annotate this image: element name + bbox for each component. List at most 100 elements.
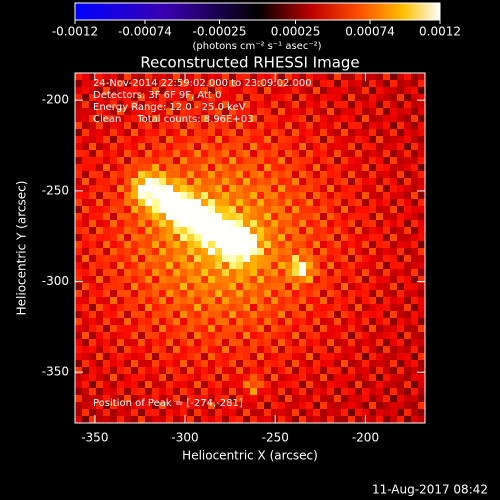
image-pixel [383, 381, 391, 389]
image-pixel [243, 283, 251, 291]
image-pixel [390, 94, 398, 102]
image-pixel [194, 241, 202, 249]
image-pixel [152, 388, 160, 396]
image-pixel [124, 367, 132, 375]
image-pixel [110, 227, 118, 235]
image-pixel [411, 395, 419, 403]
image-pixel [306, 234, 314, 242]
image-pixel [117, 290, 125, 298]
image-pixel [404, 248, 412, 256]
image-pixel [75, 325, 83, 333]
image-pixel [194, 304, 202, 312]
image-pixel [75, 241, 83, 249]
image-pixel [173, 248, 181, 256]
image-pixel [348, 164, 356, 172]
image-pixel [152, 416, 160, 424]
image-pixel [222, 171, 230, 179]
image-pixel [110, 129, 118, 137]
image-pixel [313, 101, 321, 109]
image-pixel [215, 311, 223, 319]
image-pixel [306, 213, 314, 221]
image-pixel [215, 129, 223, 137]
image-pixel [285, 213, 293, 221]
image-pixel [285, 269, 293, 277]
image-pixel [285, 192, 293, 200]
image-pixel [243, 339, 251, 347]
image-pixel [110, 206, 118, 214]
image-pixel [383, 339, 391, 347]
image-pixel [404, 178, 412, 186]
image-pixel [257, 234, 265, 242]
image-pixel [404, 283, 412, 291]
image-pixel [103, 339, 111, 347]
image-pixel [236, 101, 244, 109]
image-pixel [320, 164, 328, 172]
image-pixel [124, 332, 132, 340]
peak-label: Position of Peak = [-274,-281] [93, 398, 243, 409]
image-pixel [341, 199, 349, 207]
image-pixel [383, 325, 391, 333]
image-pixel [110, 178, 118, 186]
image-pixel [362, 101, 370, 109]
image-pixel [145, 220, 153, 228]
image-pixel [215, 395, 223, 403]
image-pixel [173, 234, 181, 242]
image-pixel [166, 199, 174, 207]
image-pixel [369, 395, 377, 403]
image-pixel [334, 171, 342, 179]
image-pixel [390, 304, 398, 312]
image-pixel [341, 325, 349, 333]
image-pixel [348, 262, 356, 270]
image-pixel [278, 234, 286, 242]
image-pixel [152, 346, 160, 354]
image-pixel [334, 297, 342, 305]
image-pixel [96, 339, 104, 347]
image-pixel [124, 129, 132, 137]
image-pixel [348, 73, 356, 81]
image-pixel [194, 269, 202, 277]
image-pixel [208, 101, 216, 109]
image-pixel [404, 255, 412, 263]
image-pixel [299, 395, 307, 403]
image-pixel [257, 262, 265, 270]
image-pixel [243, 80, 251, 88]
image-pixel [250, 339, 258, 347]
image-pixel [236, 248, 244, 256]
image-pixel [376, 192, 384, 200]
image-pixel [180, 255, 188, 263]
image-pixel [299, 213, 307, 221]
image-pixel [404, 360, 412, 368]
image-pixel [390, 395, 398, 403]
image-pixel [348, 283, 356, 291]
image-pixel [117, 143, 125, 151]
image-pixel [292, 157, 300, 165]
annotation: Detectors: 3F 6F 9F, Att 0 [93, 90, 221, 101]
image-pixel [75, 262, 83, 270]
image-pixel [166, 164, 174, 172]
image-pixel [271, 318, 279, 326]
image-pixel [243, 269, 251, 277]
image-pixel [173, 255, 181, 263]
x-tick-label: -250 [262, 431, 289, 445]
image-pixel [257, 409, 265, 417]
image-pixel [145, 248, 153, 256]
image-pixel [278, 241, 286, 249]
image-pixel [89, 192, 97, 200]
image-pixel [390, 178, 398, 186]
image-pixel [145, 136, 153, 144]
image-pixel [299, 353, 307, 361]
image-pixel [75, 388, 83, 396]
image-pixel [334, 402, 342, 410]
image-pixel [313, 262, 321, 270]
image-pixel [96, 213, 104, 221]
image-pixel [355, 80, 363, 88]
image-pixel [145, 360, 153, 368]
image-pixel [362, 157, 370, 165]
image-pixel [369, 199, 377, 207]
image-pixel [236, 227, 244, 235]
image-pixel [201, 416, 209, 424]
image-pixel [110, 87, 118, 95]
image-pixel [159, 339, 167, 347]
image-pixel [187, 108, 195, 116]
image-pixel [131, 283, 139, 291]
